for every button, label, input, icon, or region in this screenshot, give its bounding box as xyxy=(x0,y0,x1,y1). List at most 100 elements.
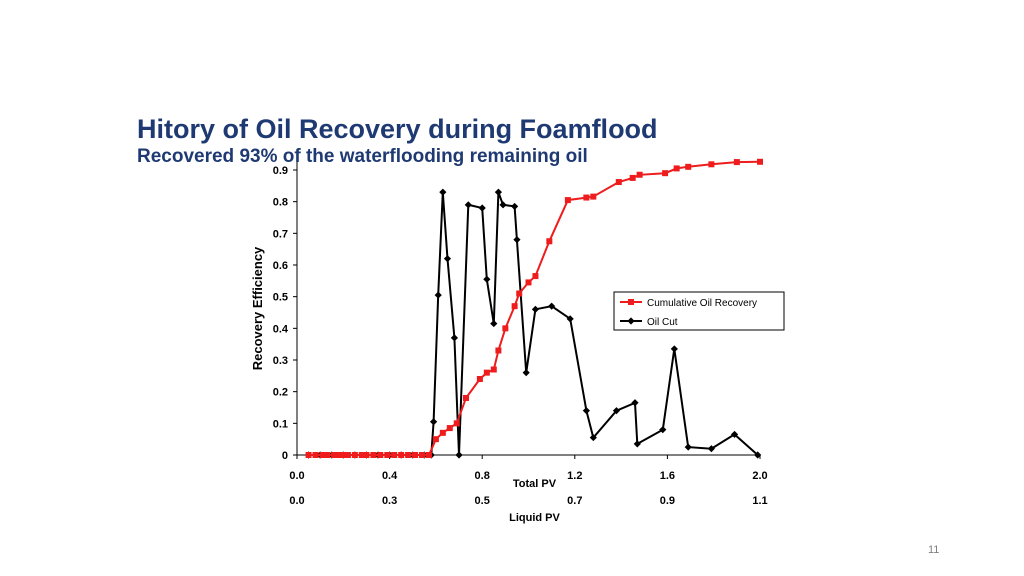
x2-tick-label: 0.3 xyxy=(382,495,397,507)
oilcut-point xyxy=(511,202,519,211)
recovery-point xyxy=(662,170,669,177)
recovery-point xyxy=(319,452,326,458)
x-tick-label: 1.2 xyxy=(567,470,582,482)
recovery-point xyxy=(344,452,351,458)
recovery-point xyxy=(502,325,509,332)
recovery-point xyxy=(629,174,636,181)
oilcut-point xyxy=(439,188,447,196)
recovery-point xyxy=(398,452,405,458)
oilcut-point xyxy=(522,369,530,377)
oilcut-point xyxy=(684,443,692,451)
oilcut-point xyxy=(531,305,540,313)
page-number: 11 xyxy=(928,544,940,556)
oilcut-point xyxy=(443,255,452,263)
legend-label: Cumulative Oil Recovery xyxy=(647,298,757,309)
y-tick-label: 0.6 xyxy=(273,260,288,272)
oilcut-point xyxy=(548,302,556,310)
oilcut-point xyxy=(494,188,503,196)
recovery-point xyxy=(546,238,553,245)
oilcut-point xyxy=(513,236,521,244)
y-tick-label: 0.3 xyxy=(273,355,288,367)
recovery-point xyxy=(439,429,446,436)
oilcut-point xyxy=(429,418,438,426)
x2-tick-label: 1.1 xyxy=(752,495,767,507)
oilcut-point xyxy=(659,426,667,434)
recovery-point xyxy=(340,452,347,458)
recovery-point xyxy=(312,452,319,458)
recovery-point xyxy=(733,159,740,166)
recovery-point xyxy=(525,279,532,286)
x-tick-label: 0.8 xyxy=(475,470,490,482)
recovery-point xyxy=(351,452,358,458)
x2-axis-label: Liquid PV xyxy=(509,512,560,524)
x2-tick-label: 0.9 xyxy=(660,495,675,507)
oilcut-point xyxy=(612,407,621,415)
oilcut-point xyxy=(434,291,442,299)
y-tick-label: 0.9 xyxy=(273,165,288,177)
x2-tick-label: 0.0 xyxy=(289,495,304,507)
slide-title: Hitory of Oil Recovery during Foamflood xyxy=(137,114,658,144)
oilcut-point xyxy=(464,201,472,209)
legend-box xyxy=(613,291,785,331)
recovery-point xyxy=(673,165,680,172)
x-axis-label: Total PV xyxy=(513,478,557,490)
oilcut-point xyxy=(483,275,491,283)
y-tick-label: 0.2 xyxy=(273,387,288,399)
recovery-point xyxy=(453,420,460,427)
recovery-point xyxy=(532,273,539,280)
recovery-point xyxy=(331,452,338,458)
y-tick-label: 0.4 xyxy=(273,323,289,335)
x-tick-label: 0.0 xyxy=(289,470,304,482)
y-tick-label: 0.7 xyxy=(273,228,288,240)
recovery-point xyxy=(377,452,384,458)
recovery-point xyxy=(358,452,365,458)
oilcut-point xyxy=(490,319,498,328)
recovery-point xyxy=(583,194,590,201)
x-tick-label: 0.4 xyxy=(382,470,398,482)
y-tick-label: 0 xyxy=(282,450,288,462)
recovery-point xyxy=(590,193,597,200)
x2-tick-label: 0.7 xyxy=(567,495,582,507)
oilcut-point xyxy=(707,445,715,453)
oilcut-point xyxy=(582,407,590,415)
legend-swatch-marker xyxy=(627,317,635,325)
oilcut-point xyxy=(566,315,574,323)
recovery-point xyxy=(483,369,490,376)
oilcut-point xyxy=(633,440,641,448)
oilcut-point xyxy=(670,345,678,353)
recovery-point xyxy=(516,290,523,297)
recovery-point xyxy=(490,366,497,373)
recovery-point xyxy=(363,452,370,458)
oilcut-point xyxy=(730,430,739,439)
oilcut-point xyxy=(455,451,463,459)
recovery-point xyxy=(335,452,342,458)
oilcut-point xyxy=(589,433,597,442)
oilcut-point xyxy=(450,334,459,342)
recovery-point xyxy=(384,452,391,458)
x2-tick-label: 0.5 xyxy=(475,495,490,507)
recovery-point xyxy=(432,436,439,443)
recovery-point xyxy=(615,179,622,186)
recovery-point xyxy=(412,452,419,458)
y-tick-label: 0.5 xyxy=(273,292,288,304)
x-tick-label: 1.6 xyxy=(660,470,675,482)
recovery-point xyxy=(476,376,483,382)
recovery-point xyxy=(757,158,763,165)
y-tick-label: 0.1 xyxy=(273,418,288,430)
legend-label: Oil Cut xyxy=(647,317,678,328)
slide-subtitle: Recovered 93% of the waterflooding remai… xyxy=(137,146,588,167)
recovery-point xyxy=(370,452,377,458)
recovery-point xyxy=(405,452,412,458)
recovery-point xyxy=(425,452,432,458)
recovery-point xyxy=(511,303,518,310)
recovery-point xyxy=(495,347,502,354)
recovery-point xyxy=(685,163,692,170)
oilcut-point xyxy=(499,201,507,209)
x-tick-label: 2.0 xyxy=(752,470,767,482)
recovery-point xyxy=(462,395,469,401)
recovery-point xyxy=(419,452,426,458)
oilcut-point xyxy=(631,399,639,407)
oilcut-point xyxy=(754,451,762,459)
recovery-point xyxy=(305,452,312,458)
